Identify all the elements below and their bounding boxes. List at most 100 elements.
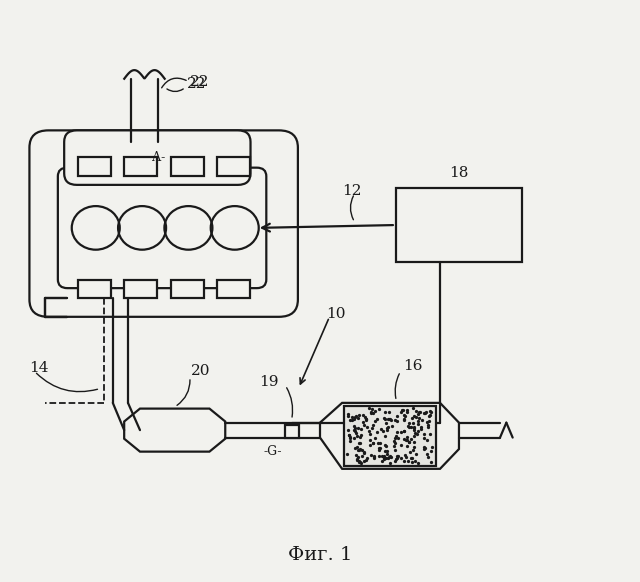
Point	[411, 450, 421, 459]
Text: 14: 14	[29, 361, 49, 375]
Point	[404, 438, 414, 447]
Point	[402, 406, 412, 415]
Point	[396, 453, 406, 462]
Point	[392, 416, 402, 425]
Point	[425, 406, 435, 416]
Point	[413, 417, 423, 426]
Point	[389, 436, 399, 445]
Point	[424, 411, 434, 421]
Point	[349, 433, 360, 442]
Point	[349, 443, 360, 452]
Point	[399, 410, 409, 420]
Point	[343, 409, 353, 418]
Point	[344, 430, 354, 439]
Text: -G-: -G-	[264, 445, 282, 459]
Point	[390, 431, 401, 440]
Point	[399, 426, 410, 435]
Point	[374, 443, 384, 453]
Point	[368, 438, 378, 448]
Point	[358, 411, 369, 420]
Point	[353, 452, 363, 462]
Point	[402, 442, 412, 451]
Bar	[171, 157, 204, 176]
Point	[392, 454, 403, 463]
Point	[419, 434, 429, 443]
Point	[357, 446, 367, 455]
Point	[406, 423, 416, 432]
Point	[344, 430, 355, 439]
Point	[385, 414, 396, 424]
Point	[380, 414, 390, 424]
Point	[356, 459, 366, 468]
Point	[375, 443, 385, 452]
Text: -A-: -A-	[148, 151, 166, 164]
Point	[403, 423, 413, 432]
Point	[386, 452, 396, 462]
Bar	[285, 425, 298, 438]
Point	[410, 456, 420, 466]
Point	[419, 443, 429, 452]
Point	[354, 456, 364, 466]
Point	[390, 416, 400, 425]
Point	[342, 425, 353, 435]
Point	[399, 457, 410, 466]
Point	[402, 436, 412, 445]
Point	[355, 438, 365, 448]
Point	[355, 444, 365, 453]
Point	[362, 414, 372, 424]
Point	[370, 434, 380, 443]
Point	[409, 437, 419, 446]
Point	[389, 433, 399, 442]
Bar	[217, 279, 250, 299]
Point	[356, 452, 367, 461]
Point	[413, 408, 424, 417]
Point	[413, 409, 424, 418]
Point	[365, 430, 375, 439]
Bar	[396, 188, 522, 262]
Point	[380, 441, 390, 450]
Text: 22: 22	[190, 74, 209, 88]
Point	[419, 442, 429, 452]
Point	[381, 441, 392, 450]
Point	[362, 423, 372, 432]
Point	[412, 429, 422, 438]
Point	[374, 451, 384, 460]
Point	[360, 413, 370, 422]
Point	[426, 446, 436, 455]
Point	[401, 453, 411, 462]
Bar	[344, 406, 436, 466]
Point	[403, 457, 413, 466]
Point	[404, 418, 414, 428]
Point	[351, 428, 361, 438]
Point	[392, 433, 403, 442]
Point	[345, 436, 355, 445]
Point	[361, 414, 371, 424]
Point	[376, 424, 386, 433]
Bar	[217, 157, 250, 176]
Point	[342, 449, 352, 459]
Point	[347, 416, 357, 425]
Point	[369, 452, 379, 462]
Point	[409, 412, 419, 421]
Point	[382, 425, 392, 435]
Point	[422, 452, 433, 462]
Point	[407, 413, 417, 422]
Point	[396, 441, 406, 450]
Point	[355, 432, 365, 442]
Point	[422, 421, 433, 430]
Point	[428, 442, 438, 452]
Point	[396, 427, 406, 436]
Point	[424, 417, 435, 426]
Point	[353, 446, 363, 455]
Bar	[78, 157, 111, 176]
Point	[364, 426, 374, 435]
Point	[369, 453, 379, 462]
Point	[380, 446, 390, 455]
Point	[417, 416, 428, 425]
Text: Фиг. 1: Фиг. 1	[288, 546, 352, 564]
Point	[422, 417, 432, 427]
Point	[382, 423, 392, 432]
Point	[422, 449, 432, 459]
Text: 16: 16	[403, 359, 423, 372]
Point	[358, 456, 369, 465]
